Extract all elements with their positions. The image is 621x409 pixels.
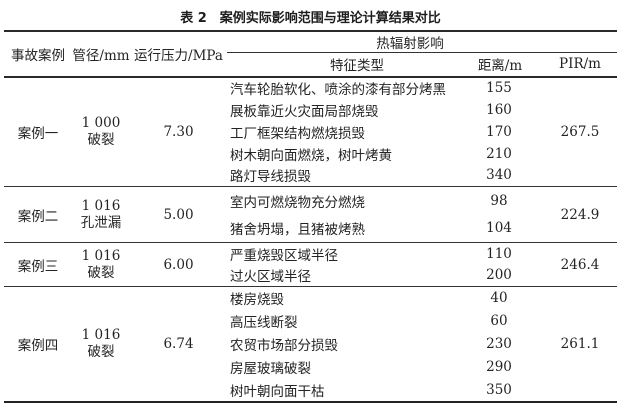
- pressure-cell: 5.00: [163, 206, 194, 223]
- feature-type-cell: 过火区域半径: [230, 269, 311, 286]
- header-distance: 距离/m: [477, 58, 523, 75]
- feature-type-cell: 严重烧毁区域半径: [230, 247, 338, 264]
- case-name-cell: 案例二: [17, 208, 59, 225]
- table-row: 猪舍坍塌，且猪被烤熟 104: [4, 215, 617, 243]
- failure-mode-label: 破裂: [87, 131, 115, 148]
- distance-cell: 155: [486, 80, 512, 96]
- diameter-cell: 1 016 破裂: [72, 287, 130, 402]
- feature-type-cell: 树木朝向面燃烧，树叶烤黄: [230, 147, 392, 164]
- header-diameter: 管径/mm: [72, 47, 130, 64]
- diameter-cell: 1 016 破裂: [72, 243, 130, 287]
- pressure-cell: 6.00: [163, 256, 194, 273]
- diameter-cell: 1 000 破裂: [72, 77, 130, 187]
- distance-cell: 350: [486, 381, 512, 398]
- distance-cell: 110: [486, 245, 512, 262]
- table-caption-text: 案例实际影响范围与理论计算结果对比: [219, 11, 441, 26]
- diameter-value: 1 016: [81, 247, 121, 264]
- distance-cell: 290: [486, 359, 512, 375]
- distance-cell: 230: [486, 336, 512, 352]
- header-feature-type: 特征类型: [330, 58, 384, 75]
- feature-type-cell: 农贸市场部分损毁: [230, 338, 338, 354]
- header-row-1: 事故案例 管径/mm 运行压力/MPa 热辐射影响: [4, 31, 617, 64]
- distance-cell: 200: [486, 267, 512, 284]
- failure-mode-label: 孔泄漏: [80, 214, 122, 231]
- table-row: 展板靠近火灾面局部烧毁 160: [4, 99, 617, 121]
- table-caption: 表 2 案例实际影响范围与理论计算结果对比: [0, 0, 621, 26]
- header-pir: PIR/m: [559, 56, 601, 73]
- case-name-cell: 案例一: [17, 125, 59, 142]
- pir-cell: 224.9: [560, 206, 600, 223]
- table-row: 路灯导线损毁 340: [4, 165, 617, 187]
- diameter-cell: 1 016 孔泄漏: [72, 187, 130, 243]
- table-row: 案例一 1 000 破裂 7.30 汽车轮胎软化、喷涂的漆有部分烤黑 155 2…: [4, 77, 617, 148]
- table-row: 案例二 1 016 孔泄漏 5.00 室内可燃烧物充分燃烧 98 224.9: [4, 187, 617, 231]
- table-row: 过火区域半径 200: [4, 265, 617, 287]
- distance-cell: 340: [486, 167, 512, 184]
- pir-cell: 261.1: [560, 335, 600, 352]
- failure-mode-label: 破裂: [87, 343, 115, 360]
- header-case: 事故案例: [11, 47, 65, 64]
- feature-type-cell: 楼房烧毁: [230, 292, 284, 309]
- table-row: 树叶朝向面干枯 350: [4, 379, 617, 402]
- feature-type-cell: 树叶朝向面干枯: [230, 383, 325, 400]
- feature-type-cell: 房屋玻璃破裂: [230, 361, 311, 377]
- table-row: 高压线断裂 60: [4, 310, 617, 333]
- diameter-value: 1 016: [81, 326, 121, 343]
- feature-type-cell: 工厂框架结构燃烧损毁: [230, 125, 365, 142]
- pir-cell: 267.5: [560, 123, 600, 140]
- distance-cell: 60: [490, 313, 508, 329]
- feature-type-cell: 猪舍坍塌，且猪被烤熟: [230, 222, 365, 239]
- table-row: 工厂框架结构燃烧损毁 170: [4, 121, 617, 143]
- distance-cell: 98: [490, 192, 508, 209]
- table-row: 房屋玻璃破裂 290: [4, 356, 617, 379]
- diameter-value: 1 000: [81, 114, 121, 131]
- table-row: 案例三 1 016 破裂 6.00 严重烧毁区域半径 110 246.4: [4, 243, 617, 281]
- distance-cell: 210: [486, 145, 512, 162]
- case-block: 案例一 1 000 破裂 7.30 汽车轮胎软化、喷涂的漆有部分烤黑 155 2…: [4, 77, 617, 187]
- table-row: 树木朝向面燃烧，树叶烤黄 210: [4, 143, 617, 165]
- feature-type-cell: 室内可燃烧物充分燃烧: [230, 194, 365, 211]
- case-name-cell: 案例四: [17, 337, 59, 354]
- header-pressure: 运行压力/MPa: [134, 47, 223, 64]
- header-row-2: 特征类型 距离/m PIR/m: [4, 53, 617, 77]
- failure-mode-label: 破裂: [87, 264, 115, 281]
- feature-type-cell: 展板靠近火灾面局部烧毁: [230, 103, 379, 120]
- distance-cell: 170: [486, 123, 512, 140]
- case-name-cell: 案例三: [17, 258, 59, 275]
- distance-cell: 160: [486, 101, 512, 118]
- case-block: 案例三 1 016 破裂 6.00 严重烧毁区域半径 110 246.4 过火区…: [4, 242, 617, 287]
- feature-type-cell: 路灯导线损毁: [230, 169, 311, 186]
- pressure-cell: 6.74: [163, 335, 194, 352]
- distance-cell: 104: [486, 220, 512, 237]
- pressure-cell: 7.30: [163, 123, 194, 140]
- case-block: 案例二 1 016 孔泄漏 5.00 室内可燃烧物充分燃烧 98 224.9 猪…: [4, 186, 617, 243]
- pir-cell: 246.4: [560, 256, 600, 273]
- table-row: 农贸市场部分损毁 230: [4, 333, 617, 356]
- table-header: 事故案例 管径/mm 运行压力/MPa 热辐射影响 特征类型 距离/m PIR/…: [4, 31, 617, 77]
- diameter-value: 1 016: [81, 197, 121, 214]
- feature-type-cell: 汽车轮胎软化、喷涂的漆有部分烤黑: [230, 82, 446, 98]
- header-radiation-group: 热辐射影响: [227, 31, 617, 53]
- results-table: 事故案例 管径/mm 运行压力/MPa 热辐射影响 特征类型 距离/m PIR/…: [4, 30, 617, 403]
- table-row: 案例四 1 016 破裂 6.74 楼房烧毁 40 261.1: [4, 287, 617, 360]
- case-block: 案例四 1 016 破裂 6.74 楼房烧毁 40 261.1 高压线断裂 60…: [4, 286, 617, 402]
- table-caption-label: 表 2: [180, 11, 207, 26]
- distance-cell: 40: [490, 290, 508, 307]
- feature-type-cell: 高压线断裂: [230, 315, 298, 331]
